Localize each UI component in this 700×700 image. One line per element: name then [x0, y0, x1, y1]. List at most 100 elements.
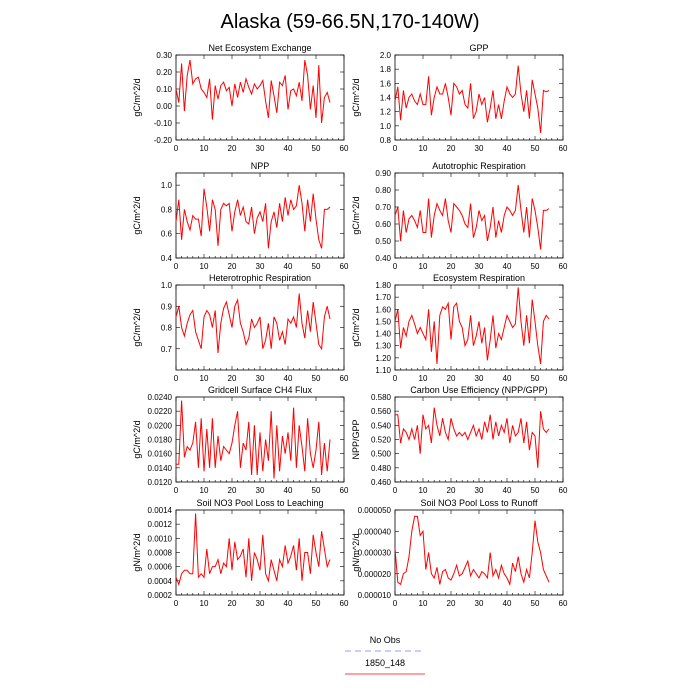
- chart-0-xtick-label: 50: [312, 144, 321, 153]
- chart-4-ylabel: gC/m^2/d: [132, 308, 142, 346]
- chart-7-ylabel: NPP/GPP: [351, 419, 361, 459]
- chart-8-ytick-label: 0.0004: [148, 577, 173, 586]
- chart-3-autotrophic-respiration: Autotrophic Respiration gC/m^2/d 0 10 20 30 40…: [351, 161, 568, 271]
- chart-1-ytick-label: 1.8: [380, 65, 392, 74]
- chart-9-ytick-label: 0.000010: [358, 591, 392, 600]
- chart-4-xtick-label: 50: [312, 374, 321, 383]
- chart-4-xtick-label: 10: [200, 374, 209, 383]
- chart-9-ylabel: gN/m^2/d: [351, 533, 361, 571]
- chart-5-ytick-label: 1.10: [375, 366, 391, 375]
- chart-9-series-line-0: [394, 515, 550, 587]
- chart-7-ytick-label: 0.460: [371, 478, 392, 487]
- legend: No Obs 1850_148: [345, 635, 425, 675]
- chart-3-series-line-0: [394, 184, 550, 250]
- chart-9-ytick-label: 0.000030: [358, 549, 392, 558]
- chart-7-ytick-label: 0.480: [371, 464, 392, 473]
- chart-9-ytick-label: 0.000040: [358, 527, 392, 536]
- chart-0-xtick-label: 0: [174, 144, 179, 153]
- chart-9-xtick-label: 60: [559, 599, 568, 608]
- chart-8-xtick-label: 30: [256, 599, 265, 608]
- chart-4-title: Heterotrophic Respiration: [209, 273, 311, 283]
- chart-6-series-line-0: [176, 400, 331, 479]
- chart-6-xtick-label: 20: [228, 486, 237, 495]
- chart-7-ytick-label: 0.560: [371, 407, 392, 416]
- chart-6-ytick-label: 0.0120: [148, 478, 173, 487]
- chart-8-ytick-label: 0.0002: [148, 591, 173, 600]
- chart-4-ytick-label: 0.8: [161, 324, 173, 333]
- chart-0-ytick-label: -0.20: [154, 136, 173, 145]
- chart-3-xtick-label: 30: [475, 262, 484, 271]
- chart-9-soil-no3-pool-loss-to-runoff: Soil NO3 Pool Loss to Runoff gN/m^2/d 0 10 2…: [351, 498, 568, 608]
- chart-3-xtick-label: 60: [559, 262, 568, 271]
- chart-4-xtick-label: 60: [340, 374, 349, 383]
- chart-5-title: Ecosystem Respiration: [433, 273, 525, 283]
- chart-0-ytick-label: 0.20: [156, 68, 172, 77]
- chart-0-xtick-label: 10: [200, 144, 209, 153]
- chart-7-xtick-label: 50: [531, 486, 540, 495]
- chart-6-ytick-label: 0.0240: [148, 393, 173, 402]
- chart-2-xtick-label: 40: [284, 262, 293, 271]
- chart-4-plot-frame: [175, 284, 345, 371]
- chart-1-xtick-label: 60: [559, 144, 568, 153]
- chart-4-xtick-label: 0: [174, 374, 179, 383]
- chart-7-xtick-label: 30: [475, 486, 484, 495]
- chart-5-xtick-label: 20: [447, 374, 456, 383]
- chart-5-xtick-label: 0: [393, 374, 398, 383]
- chart-0-ytick-label: 0.30: [156, 51, 172, 60]
- chart-9-ytick-label: 0.000020: [358, 570, 392, 579]
- chart-8-xtick-label: 0: [174, 599, 179, 608]
- chart-4-ytick-label: 0.9: [161, 302, 173, 311]
- chart-2-series-line-0: [175, 185, 331, 249]
- chart-6-title: Gridcell Surface CH4 Flux: [208, 385, 313, 395]
- chart-2-ylabel: gC/m^2/d: [132, 196, 142, 234]
- chart-9-xtick-label: 10: [419, 599, 428, 608]
- chart-5-ytick-label: 1.80: [375, 281, 391, 290]
- chart-8-title: Soil NO3 Pool Loss to Leaching: [196, 498, 323, 508]
- chart-4-series-line-0: [175, 293, 331, 354]
- chart-8-series-line-0: [175, 513, 331, 586]
- chart-7-title: Carbon Use Efficiency (NPP/GPP): [410, 385, 547, 395]
- legend-label-1: 1850_148: [365, 658, 405, 668]
- chart-1-series-line-0: [394, 65, 550, 133]
- chart-8-soil-no3-pool-loss-to-leaching: Soil NO3 Pool Loss to Leaching gN/m^2/d 0 1…: [132, 498, 349, 608]
- chart-8-ytick-label: 0.0010: [148, 534, 173, 543]
- chart-7-xtick-label: 60: [559, 486, 568, 495]
- chart-4-xtick-label: 20: [228, 374, 237, 383]
- chart-5-ecosystem-respiration: Ecosystem Respiration gC/m^2/d 0 10 20 30 40 50…: [351, 273, 568, 383]
- chart-3-xtick-label: 50: [531, 262, 540, 271]
- chart-7-xtick-label: 0: [393, 486, 398, 495]
- chart-1-ylabel: gC/m^2/d: [351, 78, 361, 116]
- chart-5-ytick-label: 1.40: [375, 330, 391, 339]
- chart-6-ytick-label: 0.0140: [148, 464, 173, 473]
- chart-5-xtick-label: 50: [531, 374, 540, 383]
- chart-7-xtick-label: 20: [447, 486, 456, 495]
- chart-5-xtick-label: 30: [475, 374, 484, 383]
- chart-9-xtick-label: 40: [503, 599, 512, 608]
- chart-8-ytick-label: 0.0014: [148, 506, 173, 515]
- chart-7-ytick-label: 0.580: [371, 393, 392, 402]
- chart-1-xtick-label: 30: [475, 144, 484, 153]
- chart-2-ytick-label: 0.6: [161, 230, 173, 239]
- chart-1-plot-frame: [394, 54, 564, 141]
- chart-6-ytick-label: 0.0180: [148, 436, 173, 445]
- chart-0-series-line-0: [175, 60, 331, 124]
- chart-4-ytick-label: 0.7: [161, 345, 173, 354]
- chart-3-ytick-label: 0.60: [375, 220, 391, 229]
- chart-3-title: Autotrophic Respiration: [432, 161, 526, 171]
- panel-grid: Net Ecosystem Exchange gC/m^2/d 0 10 20 30 40 5…: [132, 43, 568, 608]
- chart-6-ytick-label: 0.0160: [148, 450, 173, 459]
- chart-1-ytick-label: 1.0: [380, 122, 392, 131]
- chart-6-xtick-label: 0: [174, 486, 179, 495]
- chart-2-xtick-label: 60: [340, 262, 349, 271]
- chart-9-xtick-label: 0: [393, 599, 398, 608]
- chart-8-xtick-label: 40: [284, 599, 293, 608]
- chart-2-xtick-label: 0: [174, 262, 179, 271]
- chart-9-ytick-label: 0.000050: [358, 506, 392, 515]
- chart-5-ylabel: gC/m^2/d: [351, 308, 361, 346]
- chart-5-xtick-label: 40: [503, 374, 512, 383]
- chart-0-ytick-label: 0.00: [156, 102, 172, 111]
- chart-0-xtick-label: 20: [228, 144, 237, 153]
- chart-0-ytick-label: 0.10: [156, 85, 172, 94]
